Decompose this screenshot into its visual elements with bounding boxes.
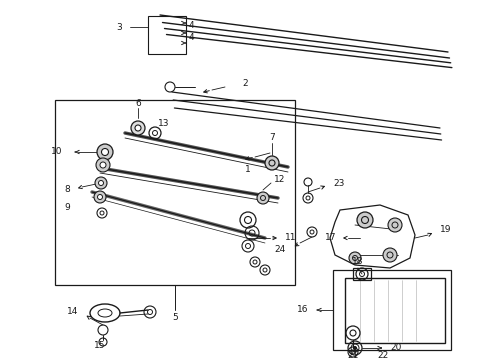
- Circle shape: [97, 194, 102, 199]
- Circle shape: [96, 158, 110, 172]
- Text: 5: 5: [172, 314, 178, 323]
- Text: 2: 2: [242, 78, 247, 87]
- Text: 12: 12: [273, 175, 285, 184]
- Bar: [345, 278, 444, 343]
- Text: 22: 22: [377, 351, 388, 360]
- Circle shape: [94, 191, 106, 203]
- Text: 1: 1: [244, 166, 250, 175]
- Bar: [332, 270, 450, 350]
- Circle shape: [98, 180, 103, 185]
- Text: 19: 19: [439, 225, 450, 234]
- Circle shape: [102, 148, 108, 156]
- Text: 3: 3: [116, 22, 122, 31]
- Text: 23: 23: [332, 180, 344, 189]
- Text: 17: 17: [324, 234, 335, 243]
- Text: 4: 4: [189, 33, 194, 42]
- Text: 11: 11: [285, 234, 296, 243]
- Text: 13: 13: [158, 118, 169, 127]
- Circle shape: [387, 218, 401, 232]
- Text: 10: 10: [50, 148, 62, 157]
- Circle shape: [131, 121, 145, 135]
- Text: 15: 15: [94, 342, 105, 351]
- Text: 9: 9: [64, 202, 70, 211]
- Circle shape: [353, 346, 356, 350]
- Text: 20: 20: [389, 343, 401, 352]
- Circle shape: [348, 252, 360, 264]
- Text: 6: 6: [135, 99, 141, 108]
- Circle shape: [100, 162, 106, 168]
- Bar: [352, 268, 370, 280]
- Text: 4: 4: [189, 21, 194, 30]
- Text: 18: 18: [351, 257, 363, 266]
- Circle shape: [257, 192, 268, 204]
- Text: 7: 7: [268, 134, 274, 143]
- Text: 21: 21: [346, 351, 358, 360]
- Circle shape: [97, 144, 113, 160]
- Circle shape: [264, 156, 279, 170]
- Text: 8: 8: [64, 184, 70, 194]
- Circle shape: [382, 248, 396, 262]
- Bar: [148, 16, 185, 54]
- Circle shape: [356, 212, 372, 228]
- Circle shape: [135, 125, 141, 131]
- Text: 14: 14: [66, 307, 78, 316]
- Text: 24: 24: [274, 246, 285, 255]
- Text: 16: 16: [296, 306, 307, 315]
- Bar: [55, 100, 294, 285]
- Circle shape: [95, 177, 107, 189]
